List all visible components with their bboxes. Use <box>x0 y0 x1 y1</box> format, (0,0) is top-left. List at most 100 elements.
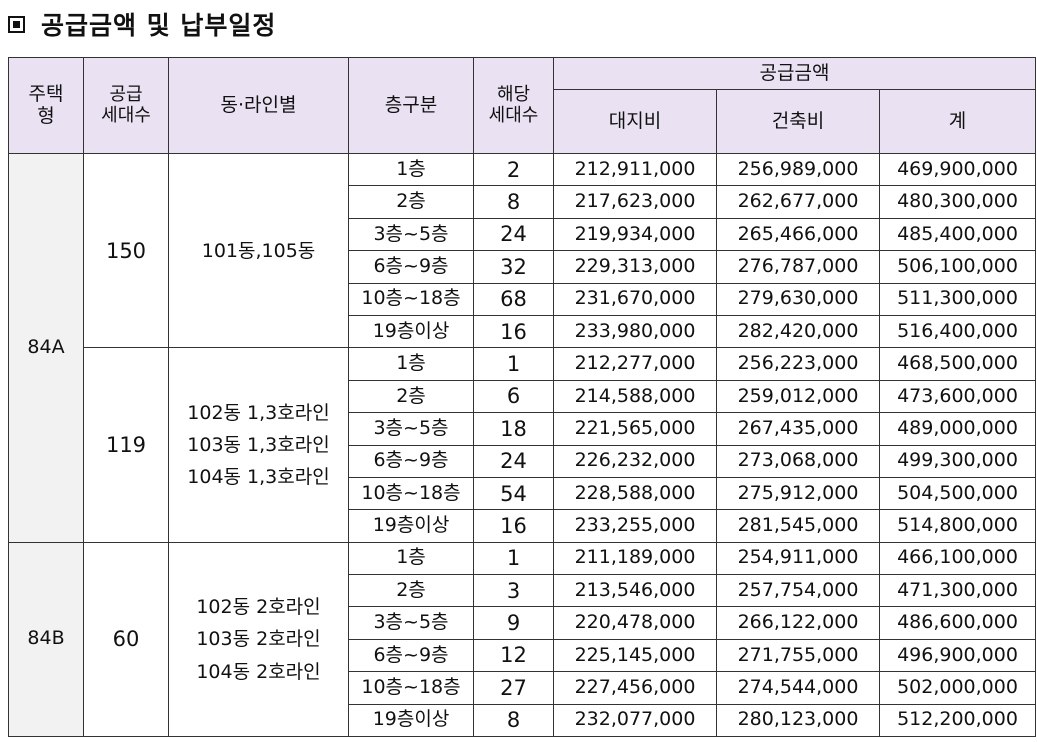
total-cell: 469,900,000 <box>879 152 1036 187</box>
building-cost-cell: 273,068,000 <box>716 444 880 478</box>
applicable-units-cell: 16 <box>473 314 554 349</box>
total-cell: 486,600,000 <box>879 606 1036 640</box>
dong-line-text: 104동 2호라인 <box>196 660 321 683</box>
header-floor-class: 층구분 <box>348 57 474 154</box>
table-row: 2층 6 214,588,000 259,012,000 473,600,000 <box>9 379 1036 414</box>
total-cell: 489,000,000 <box>879 412 1036 446</box>
applicable-units-cell: 8 <box>473 185 554 219</box>
applicable-units-cell: 12 <box>473 638 554 673</box>
total-cell: 514,800,000 <box>879 509 1036 543</box>
applicable-units-cell: 68 <box>473 282 554 316</box>
floor-class-cell: 6층~9층 <box>348 638 474 673</box>
floor-class-cell: 10층~18층 <box>348 476 474 511</box>
floor-class-cell: 1층 <box>348 541 474 576</box>
total-cell: 496,900,000 <box>879 638 1036 673</box>
table-row: 6층~9층 32 229,313,000 276,787,000 506,100,000 <box>9 250 1036 284</box>
table-row: 3층~5층 9 220,478,000 266,122,000 486,600,000 <box>9 606 1036 640</box>
header-row-top: 주택 형 공급 세대수 동·라인별 층구분 해당 세대수 공급금액 <box>8 57 1036 154</box>
building-cost-cell: 256,223,000 <box>716 347 880 381</box>
building-cost-cell: 281,545,000 <box>716 509 880 543</box>
building-cost-cell: 256,989,000 <box>716 152 880 187</box>
table-row: 3층~5층 24 219,934,000 265,466,000 485,400,000 <box>9 217 1036 252</box>
building-cost-cell: 274,544,000 <box>716 671 880 705</box>
applicable-units-cell: 2 <box>473 152 554 187</box>
table-row: 19층이상 16 233,255,000 281,545,000 514,800,000 <box>9 509 1036 543</box>
header-applicable-units: 해당 세대수 <box>473 57 554 154</box>
floor-class-cell: 2층 <box>348 185 474 219</box>
floor-class-cell: 1층 <box>348 152 474 187</box>
total-cell: 516,400,000 <box>879 314 1036 349</box>
total-cell: 512,200,000 <box>879 703 1036 738</box>
section-heading: 공급금액 및 납부일정 <box>8 4 276 44</box>
building-cost-cell: 266,122,000 <box>716 606 880 640</box>
applicable-units-cell: 18 <box>473 412 554 446</box>
floor-class-cell: 3층~5층 <box>348 217 474 252</box>
header-housing-type: 주택 형 <box>8 57 84 154</box>
floor-class-cell: 6층~9층 <box>348 444 474 478</box>
table-row: 119 102동 1,3호라인 103동 1,3호라인 104동 1,3호라인 1층 1 2… <box>9 347 1036 543</box>
applicable-units-cell: 27 <box>473 671 554 705</box>
applicable-units-cell: 9 <box>473 606 554 640</box>
supply-units-cell: 150 <box>83 152 169 349</box>
dong-line-text: 102동 2호라인 <box>196 595 321 618</box>
header-building-cost: 건축비 <box>716 89 880 154</box>
section-title: 공급금액 및 납부일정 <box>41 11 277 40</box>
land-cost-cell: 227,456,000 <box>553 671 717 705</box>
building-cost-cell: 259,012,000 <box>716 379 880 414</box>
header-supply-units: 공급 세대수 <box>83 57 169 154</box>
building-cost-cell: 267,435,000 <box>716 412 880 446</box>
land-cost-cell: 226,232,000 <box>553 444 717 478</box>
floor-class-cell: 10층~18층 <box>348 282 474 316</box>
building-cost-cell: 271,755,000 <box>716 638 880 673</box>
applicable-units-cell: 24 <box>473 217 554 252</box>
table-row: 2층 8 217,623,000 262,677,000 480,300,000 <box>9 185 1036 219</box>
land-cost-cell: 225,145,000 <box>553 638 717 673</box>
supply-price-table: 주택 형 공급 세대수 동·라인별 층구분 해당 세대수 공급금액 대지비 건축… <box>8 57 1036 738</box>
land-cost-cell: 211,189,000 <box>553 541 717 576</box>
building-cost-cell: 254,911,000 <box>716 541 880 576</box>
applicable-units-cell: 1 <box>473 541 554 576</box>
applicable-units-cell: 54 <box>473 476 554 511</box>
dong-line-cell: 102동 2호라인 103동 2호라인 104동 2호라인 <box>168 541 349 738</box>
total-cell: 485,400,000 <box>879 217 1036 252</box>
dong-line-cell: 102동 1,3호라인 103동 1,3호라인 104동 1,3호라인 <box>168 347 349 543</box>
table-row: 84B 60 102동 2호라인 103동 2호라인 104동 2호라인 1층 1 211,1… <box>8 541 1036 738</box>
dong-line-text: 101동,105동 <box>201 239 316 262</box>
floor-class-cell: 1층 <box>348 347 474 381</box>
housing-type-cell: 84B <box>8 541 84 738</box>
building-cost-cell: 265,466,000 <box>716 217 880 252</box>
table-row: 19층이상 16 233,980,000 282,420,000 516,400,000 <box>9 314 1036 349</box>
building-cost-cell: 262,677,000 <box>716 185 880 219</box>
land-cost-cell: 231,670,000 <box>553 282 717 316</box>
land-cost-cell: 214,588,000 <box>553 379 717 414</box>
applicable-units-cell: 3 <box>473 574 554 608</box>
floor-class-cell: 19층이상 <box>348 509 474 543</box>
building-cost-cell: 257,754,000 <box>716 574 880 608</box>
building-cost-cell: 280,123,000 <box>716 703 880 738</box>
total-cell: 502,000,000 <box>879 671 1036 705</box>
land-cost-cell: 219,934,000 <box>553 217 717 252</box>
applicable-units-cell: 24 <box>473 444 554 478</box>
header-row-bottom: 대지비 건축비 계 <box>9 89 1036 154</box>
floor-class-cell: 3층~5층 <box>348 412 474 446</box>
table-row: 10층~18층 54 228,588,000 275,912,000 504,500,0… <box>9 476 1036 511</box>
header-supply-amount: 공급금액 <box>553 57 1036 90</box>
floor-class-cell: 19층이상 <box>348 703 474 738</box>
dong-line-text: 103동 2호라인 <box>196 628 321 651</box>
floor-class-cell: 2층 <box>348 574 474 608</box>
floor-class-cell: 2층 <box>348 379 474 414</box>
dong-line-text: 103동 1,3호라인 <box>187 433 330 456</box>
land-cost-cell: 221,565,000 <box>553 412 717 446</box>
total-cell: 499,300,000 <box>879 444 1036 478</box>
land-cost-cell: 229,313,000 <box>553 250 717 284</box>
floor-class-cell: 6층~9층 <box>348 250 474 284</box>
dong-line-text: 102동 1,3호라인 <box>187 401 330 424</box>
total-cell: 471,300,000 <box>879 574 1036 608</box>
table-row: 10층~18층 68 231,670,000 279,630,000 511,300,0… <box>9 282 1036 316</box>
total-cell: 480,300,000 <box>879 185 1036 219</box>
header-land-cost: 대지비 <box>553 89 717 154</box>
applicable-units-cell: 16 <box>473 509 554 543</box>
housing-type-cell: 84A <box>8 153 84 543</box>
applicable-units-cell: 1 <box>473 347 554 381</box>
floor-class-cell: 10층~18층 <box>348 671 474 705</box>
